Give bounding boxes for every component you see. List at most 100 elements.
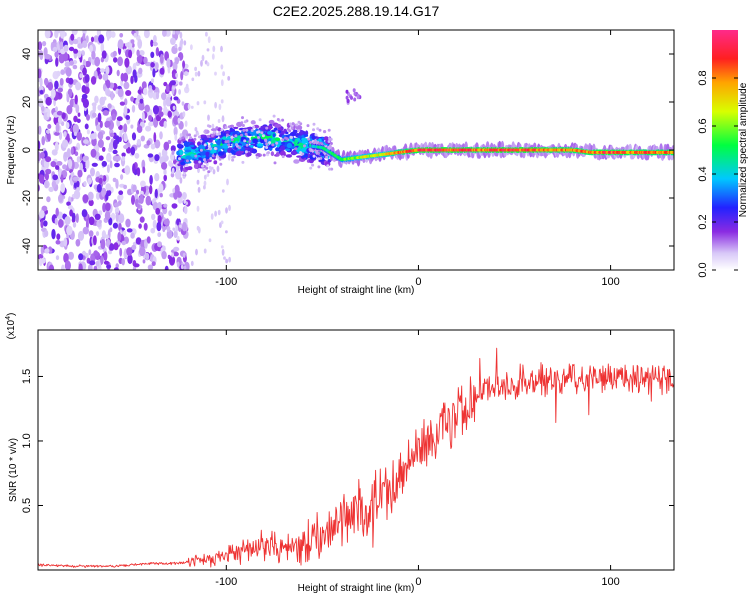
spectrogram-cell <box>295 123 299 127</box>
spectrogram-cell <box>328 167 332 171</box>
spectrogram-cell <box>238 141 245 144</box>
spectrogram-cell <box>61 121 65 126</box>
spectrogram-cell <box>89 44 93 53</box>
spectrogram-cell <box>141 81 147 90</box>
spectrogram-cell <box>228 256 232 263</box>
spectrogram-cell <box>244 150 248 154</box>
spectrogram-cell <box>148 121 154 127</box>
spectrogram-cell <box>139 98 144 104</box>
spectrogram-cell <box>211 123 215 130</box>
spectrogram-cell <box>138 100 145 111</box>
spectrogram-cell <box>56 161 63 166</box>
spectrogram-cell <box>56 233 61 240</box>
spectrogram-cell <box>169 80 176 86</box>
spectrogram-cell <box>50 88 56 99</box>
spectrogram-cell <box>63 252 69 264</box>
spectrogram-cell <box>130 146 136 156</box>
spectrogram-cell <box>222 71 226 77</box>
spectrogram-cell <box>268 119 275 125</box>
spectrogram-cell <box>268 141 272 145</box>
spectrogram-cell <box>117 88 124 98</box>
spectrogram-cell <box>194 154 198 158</box>
spectrogram-cell <box>73 181 77 189</box>
spectrogram-cell <box>98 34 105 44</box>
spectrogram-cell <box>162 30 167 37</box>
spectrogram-cell <box>44 182 48 189</box>
spectrogram-cell <box>73 48 79 54</box>
spectrogram-cell <box>97 131 104 140</box>
spectrogram-cell <box>54 30 59 39</box>
spectrogram-cell <box>43 220 48 227</box>
spectrogram-cell <box>173 251 179 257</box>
spectrogram-cell <box>88 230 94 238</box>
spectrogram-cell <box>168 210 172 217</box>
spectrogram-cell <box>98 210 103 216</box>
spectrogram-cell <box>63 131 67 138</box>
spectrogram-cell <box>250 144 254 149</box>
spectrogram-cell <box>157 215 162 224</box>
snr-y-multiplier-base: (x10 <box>6 319 17 339</box>
spectrogram-cell <box>108 141 114 151</box>
snr-y-tick-label: 1.0 <box>21 433 33 448</box>
spectrogram-cell <box>82 40 88 48</box>
spectrogram-cell <box>77 50 82 58</box>
spectrogram-cell <box>280 145 286 150</box>
snr-panel: -100 0 100 0.5 1.0 1.5 Height of straigh… <box>5 313 675 594</box>
spectrogram-cell <box>286 142 292 149</box>
spectrogram-cell <box>77 169 83 178</box>
spectrogram-cell <box>106 79 111 89</box>
spectrogram-cell <box>90 36 95 43</box>
spectrogram-cell <box>327 159 332 163</box>
spectrogram-cell <box>45 96 52 106</box>
snr-plot-background <box>38 330 674 570</box>
spectrogram-cell <box>326 164 330 168</box>
spectrogram-cell <box>42 41 47 47</box>
spectrogram-cell <box>143 30 150 39</box>
spectrogram-cell <box>276 144 280 148</box>
spectrogram-cell <box>134 74 138 83</box>
spectrogram-cell <box>184 120 188 127</box>
spectrogram-cell <box>128 49 133 59</box>
spectrogram-cell <box>194 127 198 132</box>
spectrogram-cell <box>52 174 59 181</box>
spectrogram-cell <box>158 183 164 193</box>
spectrogram-cell <box>100 239 106 250</box>
spectrogram-cell <box>72 64 78 70</box>
spectrogram-cell <box>127 254 133 265</box>
spectrogram-cell <box>319 156 323 160</box>
spectrogram-cell <box>115 211 119 222</box>
spectrogram-cell <box>67 205 74 210</box>
spectrogram-cell <box>81 85 87 93</box>
spectrogram-cell <box>122 72 129 83</box>
spectrogram-cell <box>140 180 146 188</box>
spectrogram-x-tick-label: 100 <box>601 276 619 288</box>
spectrogram-cell <box>227 143 231 147</box>
spectrogram-cell <box>110 91 114 101</box>
spectrogram-cell <box>83 139 89 144</box>
spectrogram-cell <box>196 225 200 231</box>
spectrogram-cell <box>182 175 186 179</box>
spectrogram-cell <box>257 130 261 134</box>
spectrogram-cell <box>257 136 260 139</box>
spectrogram-cell <box>113 57 118 63</box>
spectrogram-cell <box>178 157 181 161</box>
spectrogram-cell <box>323 136 329 141</box>
spectrogram-cell <box>66 225 73 236</box>
spectrogram-cell <box>194 66 198 72</box>
spectrogram-cell <box>87 177 92 185</box>
spectrogram-cell <box>136 54 143 64</box>
spectrogram-cell <box>63 44 69 52</box>
spectrogram-cell <box>203 100 207 105</box>
spectrogram-cell <box>125 218 131 228</box>
spectrogram-cell <box>135 237 142 245</box>
spectrogram-cell <box>176 235 180 241</box>
spectrogram-cell <box>198 160 202 164</box>
spectrogram-cell <box>138 223 142 229</box>
spectrogram-cell <box>148 115 153 122</box>
spectrogram-cell <box>91 162 98 167</box>
spectrogram-cell <box>116 116 123 122</box>
spectrogram-cell <box>109 132 115 138</box>
spectrogram-cell <box>245 143 249 147</box>
spectrogram-cell <box>173 126 178 137</box>
spectrogram-cell <box>59 78 64 86</box>
